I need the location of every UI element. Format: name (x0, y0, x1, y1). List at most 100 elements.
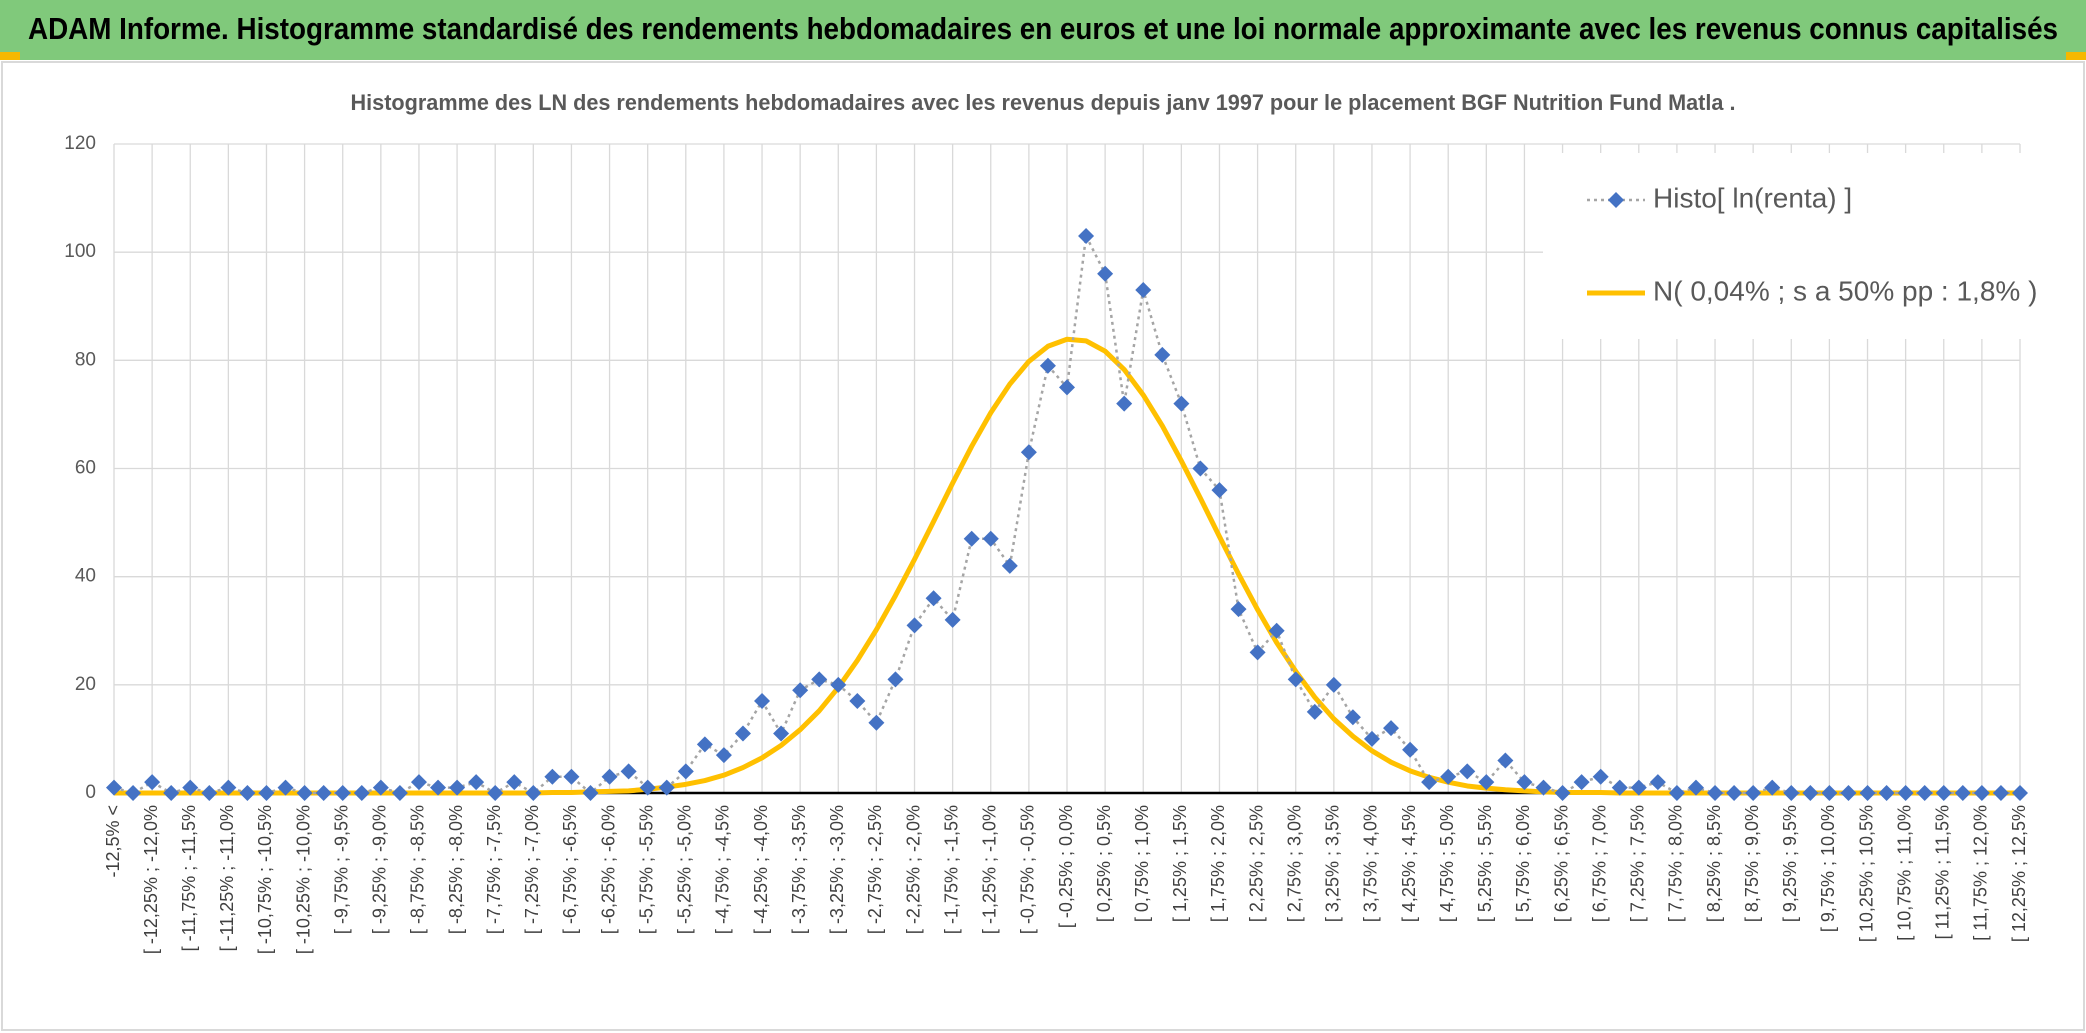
data-point (1821, 785, 1838, 801)
data-point (1992, 785, 2009, 801)
data-point (1440, 768, 1457, 785)
x-tick-label: [ 5,25% ; 5,5% (1475, 805, 1495, 922)
x-tick-label: [ -1,75% ; -1,5% (941, 805, 961, 934)
data-point (182, 779, 199, 796)
data-point (1078, 227, 1095, 244)
data-point (296, 785, 313, 801)
x-tick-label: [ -12,25% ; -12,0% (141, 805, 161, 954)
x-tick-label: [ 5,75% ; 6,0% (1513, 805, 1533, 922)
data-point (334, 785, 351, 801)
data-point (1459, 763, 1476, 780)
data-point (277, 779, 294, 796)
x-tick-label: [ -9,75% ; -9,5% (331, 805, 351, 934)
x-tick-label: [ 2,25% ; 2,5% (1246, 805, 1266, 922)
legend-box (1543, 153, 2022, 339)
data-point (1192, 460, 1209, 477)
data-point (582, 785, 599, 801)
data-point (1497, 752, 1514, 769)
x-tick-label: [ -6,25% ; -6,0% (598, 805, 618, 934)
data-point (1478, 774, 1495, 791)
x-tick-label: [ -6,75% ; -6,5% (560, 805, 580, 934)
x-tick-label: [ 7,25% ; 7,5% (1628, 805, 1648, 922)
data-point (449, 779, 466, 796)
data-point (391, 785, 408, 801)
data-point (601, 768, 618, 785)
data-point (715, 747, 732, 764)
data-point (125, 785, 142, 801)
x-tick-label: [ -1,25% ; -1,0% (980, 805, 1000, 934)
data-point (258, 785, 275, 801)
legend-item: N( 0,04% ; s a 50% pp : 1,8% ) (1587, 275, 2037, 306)
data-point (830, 676, 847, 693)
data-point (620, 763, 637, 780)
data-point (1059, 379, 1075, 396)
y-tick-label: 60 (75, 458, 96, 479)
series-line (114, 336, 2020, 796)
y-tick-label: 80 (75, 349, 96, 370)
data-point (410, 774, 427, 791)
data-point (506, 774, 523, 791)
data-point (1306, 703, 1323, 720)
x-tick-label: [ -9,25% ; -9,0% (370, 805, 390, 934)
data-point (1211, 482, 1228, 499)
data-point (430, 779, 447, 796)
data-point (1516, 774, 1533, 791)
x-tick-label: [ 10,75% ; 11,0% (1894, 805, 1914, 941)
x-tick-label: [ -4,75% ; -4,5% (713, 805, 733, 934)
header-title: ADAM Informe. Histogramme standardisé de… (28, 11, 2058, 46)
x-tick-label: [ 11,25% ; 11,5% (1933, 805, 1953, 939)
data-point (1039, 357, 1056, 374)
x-tick-label: [ -8,25% ; -8,0% (446, 805, 466, 934)
data-point (982, 530, 999, 547)
data-point (1402, 741, 1419, 758)
y-tick-label: 0 (85, 782, 96, 803)
x-tick-label: [ 1,25% ; 1,5% (1170, 805, 1190, 922)
data-point (1897, 785, 1914, 801)
x-tick-label: [ -11,75% ; -11,5% (179, 805, 199, 951)
data-point (754, 693, 771, 710)
data-point (734, 725, 751, 742)
data-point (696, 736, 713, 753)
y-tick-label: 40 (75, 566, 96, 587)
data-point (1707, 785, 1724, 801)
data-point (1935, 785, 1952, 801)
data-point (372, 779, 389, 796)
legend-marker (1608, 192, 1624, 208)
x-tick-label: [ -11,25% ; -11,0% (217, 805, 237, 951)
data-point (1383, 720, 1400, 737)
data-point (1592, 768, 1609, 785)
data-point (220, 779, 237, 796)
data-point (468, 774, 485, 791)
data-point (1783, 785, 1800, 801)
data-point (1668, 785, 1685, 801)
data-point (1859, 785, 1876, 801)
x-tick-label: [ 9,25% ; 9,5% (1780, 805, 1800, 922)
x-tick-label: [ 11,75% ; 12,0% (1971, 805, 1991, 941)
y-tick-label: 20 (75, 674, 96, 695)
corner (0, 52, 20, 60)
x-tick-label: [ 9,75% ; 10,0% (1818, 805, 1838, 932)
x-tick-label: [ 8,75% ; 9,0% (1742, 805, 1762, 922)
data-point (1687, 779, 1704, 796)
x-tick-label: [ 3,25% ; 3,5% (1323, 805, 1343, 922)
x-tick-label: [ -7,75% ; -7,5% (484, 805, 504, 934)
data-point (963, 530, 980, 547)
data-point (544, 768, 561, 785)
data-point (163, 785, 180, 801)
data-point (1916, 785, 1933, 801)
data-point (144, 774, 161, 791)
data-point (1573, 774, 1590, 791)
data-point (1154, 346, 1171, 363)
data-point (1268, 622, 1285, 639)
data-point (639, 779, 656, 796)
data-point (1611, 779, 1628, 796)
x-tick-label: -12,5% < (103, 805, 123, 878)
x-tick-label: [ -5,75% ; -5,5% (636, 805, 656, 934)
x-tick-label: [ 12,25% ; 12,5% (2009, 805, 2029, 942)
data-point (1649, 774, 1666, 791)
data-point (887, 671, 904, 688)
data-point (811, 671, 828, 688)
data-point (868, 714, 885, 731)
x-tick-label: [ -10,25% ; -10,0% (293, 805, 313, 954)
data-point (1973, 785, 1990, 801)
